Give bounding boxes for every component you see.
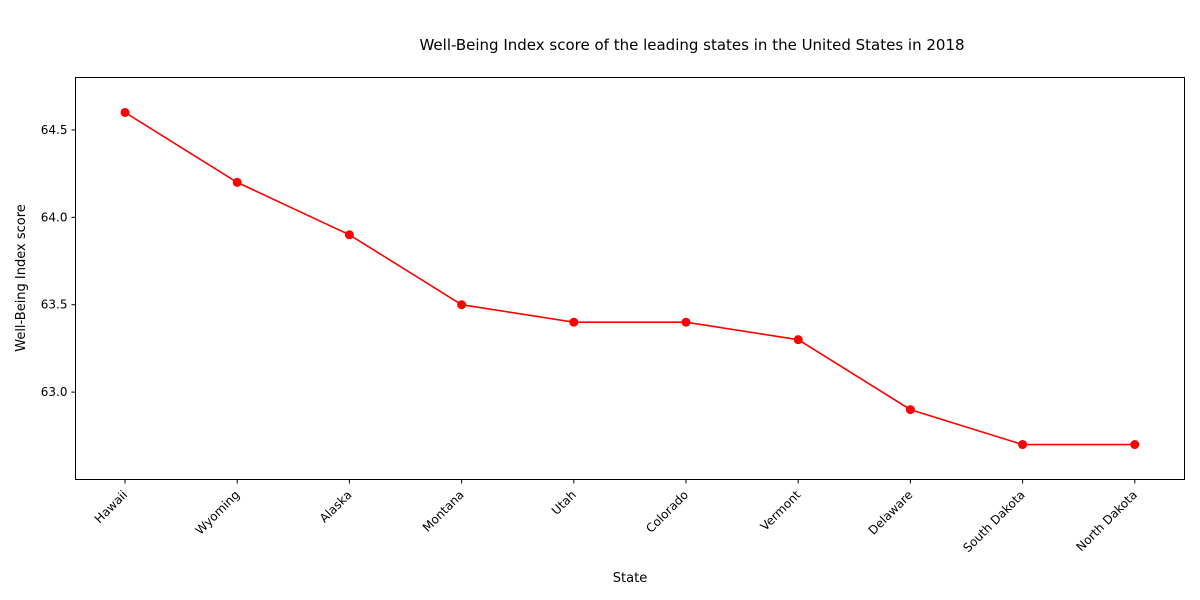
- series-line: [124, 111, 1135, 446]
- x-axis: Hawaii Wyoming Alaska Montana Utah Colorado Ve…: [92, 479, 1140, 555]
- x-tick-label: Montana: [420, 488, 467, 535]
- y-tick-label: 64.5: [41, 123, 68, 137]
- x-tick-label: Delaware: [866, 488, 916, 538]
- y-axis: 63.0 63.5 64.0 64.5: [41, 123, 76, 399]
- y-tick-label: 63.5: [41, 298, 68, 312]
- y-tick-label: 63.0: [41, 385, 68, 399]
- chart-title: Well-Being Index score of the leading st…: [419, 36, 964, 54]
- data-point: [569, 317, 579, 327]
- data-point: [1130, 440, 1140, 450]
- y-tick-label: 64.0: [41, 210, 68, 224]
- data-point: [793, 335, 803, 345]
- x-tick-label: Alaska: [317, 488, 355, 526]
- data-point: [344, 230, 354, 240]
- x-tick-label: Vermont: [758, 488, 804, 534]
- data-point: [905, 405, 915, 415]
- x-tick-label: Wyoming: [193, 488, 243, 538]
- x-tick-label: Colorado: [643, 488, 691, 536]
- x-tick-label: Hawaii: [92, 488, 130, 526]
- data-point: [1018, 440, 1028, 450]
- y-axis-title: Well-Being Index score: [14, 204, 29, 352]
- data-point: [120, 107, 130, 117]
- x-tick-label: Utah: [549, 488, 579, 518]
- data-point: [232, 177, 242, 187]
- data-point: [681, 317, 691, 327]
- data-point: [457, 300, 467, 310]
- x-tick-label: South Dakota: [960, 488, 1027, 555]
- x-axis-title: State: [613, 571, 647, 586]
- plot-frame: [75, 77, 1185, 480]
- x-tick-label: North Dakota: [1074, 488, 1140, 554]
- series-layer: [120, 107, 1140, 450]
